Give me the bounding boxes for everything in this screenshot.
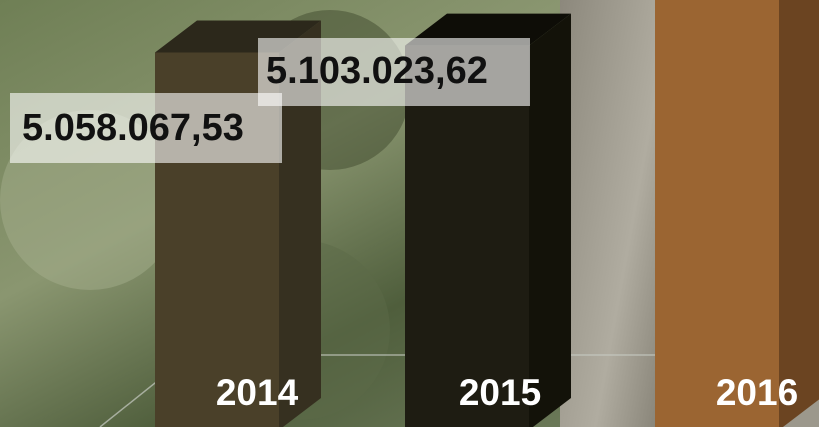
value-label: 5.058.067,53 [22,107,244,149]
bar-side [779,0,819,427]
value-label-box [258,38,530,106]
bar [405,45,529,427]
bar-side [529,13,571,427]
bar-side [279,20,321,427]
x-tick-label: 2016 [716,372,798,413]
value-label-box [10,93,282,163]
value-label: 5.103.023,62 [266,50,488,92]
bar-top [405,13,571,46]
x-tick-label: 2015 [459,372,541,413]
bar [655,0,779,427]
x-tick-label: 2014 [216,372,299,413]
